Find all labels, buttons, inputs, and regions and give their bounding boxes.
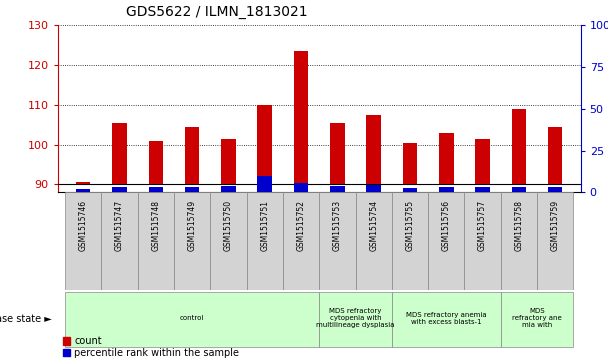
Text: MDS refractory anemia
with excess blasts-1: MDS refractory anemia with excess blasts… — [406, 312, 486, 325]
Bar — [247, 192, 283, 290]
Bar — [439, 133, 454, 184]
Text: GSM1515754: GSM1515754 — [369, 200, 378, 251]
Bar — [402, 143, 417, 184]
Bar — [319, 291, 392, 347]
Text: MDS
refractory ane
mia with: MDS refractory ane mia with — [512, 308, 562, 328]
Text: control: control — [180, 315, 204, 321]
Bar — [501, 192, 537, 290]
Bar — [465, 192, 501, 290]
Bar — [112, 187, 126, 192]
Bar — [112, 123, 126, 184]
Bar — [512, 109, 526, 184]
Text: GSM1515750: GSM1515750 — [224, 200, 233, 251]
Text: GSM1515752: GSM1515752 — [297, 200, 306, 251]
Bar — [402, 188, 417, 192]
Bar — [65, 192, 102, 290]
Bar — [392, 291, 501, 347]
Bar — [185, 187, 199, 192]
Bar — [367, 115, 381, 184]
Bar — [330, 186, 345, 192]
Bar — [548, 187, 562, 192]
Text: GSM1515751: GSM1515751 — [260, 200, 269, 251]
Bar — [294, 51, 308, 184]
Bar — [501, 291, 573, 347]
Text: GSM1515756: GSM1515756 — [442, 200, 451, 251]
Bar — [137, 192, 174, 290]
Text: GSM1515748: GSM1515748 — [151, 200, 161, 251]
Bar — [512, 187, 526, 192]
Bar — [221, 186, 236, 192]
Bar — [148, 141, 163, 184]
Legend: count, percentile rank within the sample: count, percentile rank within the sample — [63, 336, 240, 358]
Bar — [475, 187, 490, 192]
Bar — [367, 185, 381, 192]
Bar — [76, 189, 91, 192]
Bar — [537, 192, 573, 290]
Bar — [65, 291, 319, 347]
Bar — [294, 183, 308, 192]
Bar — [330, 123, 345, 184]
Bar — [356, 192, 392, 290]
Bar — [221, 139, 236, 184]
Bar — [102, 192, 137, 290]
Text: GSM1515749: GSM1515749 — [188, 200, 196, 251]
Bar — [428, 192, 465, 290]
Bar — [210, 192, 247, 290]
Text: GSM1515755: GSM1515755 — [406, 200, 415, 251]
Bar — [319, 192, 356, 290]
Text: GDS5622 / ILMN_1813021: GDS5622 / ILMN_1813021 — [126, 5, 308, 19]
Bar — [439, 187, 454, 192]
Bar — [475, 139, 490, 184]
Text: GSM1515759: GSM1515759 — [551, 200, 560, 251]
Bar — [185, 127, 199, 184]
Bar — [76, 182, 91, 184]
Bar — [283, 192, 319, 290]
Text: GSM1515757: GSM1515757 — [478, 200, 487, 251]
Text: disease state ►: disease state ► — [0, 314, 52, 325]
Text: GSM1515753: GSM1515753 — [333, 200, 342, 251]
Bar — [148, 187, 163, 192]
Text: GSM1515758: GSM1515758 — [514, 200, 523, 251]
Bar — [257, 176, 272, 192]
Bar — [174, 192, 210, 290]
Text: GSM1515746: GSM1515746 — [78, 200, 88, 251]
Bar — [257, 105, 272, 184]
Bar — [392, 192, 428, 290]
Text: GSM1515747: GSM1515747 — [115, 200, 124, 251]
Bar — [548, 127, 562, 184]
Text: MDS refractory
cytopenia with
multilineage dysplasia: MDS refractory cytopenia with multilinea… — [316, 308, 395, 328]
